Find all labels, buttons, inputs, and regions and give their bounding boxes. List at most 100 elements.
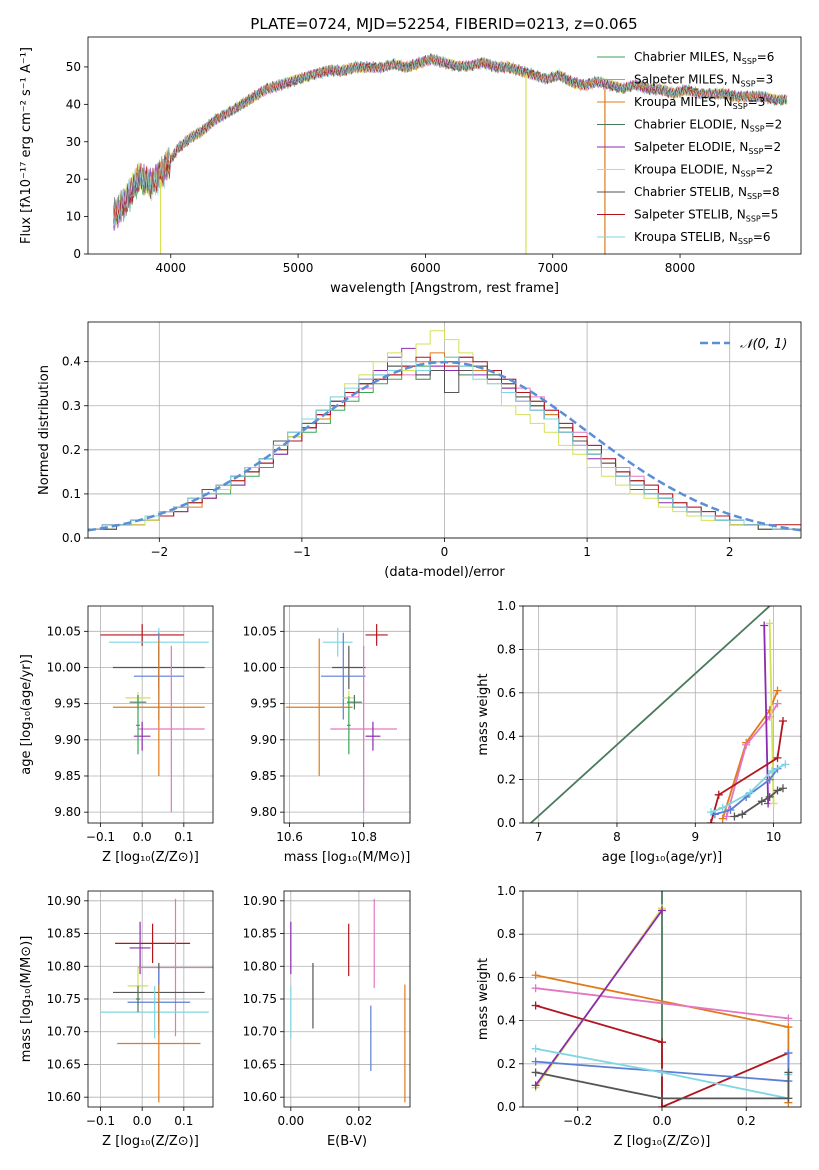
weight-marker: [757, 797, 766, 806]
y-tick-label: 10.05: [47, 624, 81, 638]
age-vs-mass-panel: 10.6 10.8 9.80 9.85 9.90 9.95 10.00 10.05 mass […: [243, 605, 411, 865]
weight-marker: [773, 753, 782, 762]
y-tick-label: 0.0: [497, 1100, 516, 1114]
y-tick-label: 10.75: [47, 992, 81, 1006]
x-axis-label: Z [log₁₀(Z/Z⊙)]: [614, 1134, 711, 1149]
weight-marker: [784, 1068, 793, 1077]
massweight-vs-age-panel: 7 8 9 10 0.0 0.2 0.4 0.6 0.8 1.0 age [log₁₀(age/yr…: [476, 599, 802, 865]
mass-vs-Z-panel: −0.1 0.0 0.1 10.60 10.65 10.70 10.75 10.80 10.85…: [19, 890, 214, 1149]
weight-marker: [746, 788, 755, 797]
weight-marker: [722, 812, 731, 821]
legend-label: Salpeter ELODIE, NSSP=2: [634, 140, 781, 156]
x-tick-label: 7: [535, 830, 543, 844]
y-axis-label: Flux [fλ10⁻¹⁷ erg cm⁻² s⁻¹ A⁻¹]: [19, 47, 34, 244]
y-axis-label: mass weight: [476, 673, 491, 755]
errorbar-point: [322, 627, 353, 657]
y-tick-label: 10: [66, 210, 81, 224]
y-axis-label: age [log₁₀(age/yr)]: [19, 654, 34, 775]
mass-vs-ebv-plot: [290, 898, 406, 1103]
x-tick-label: 0.1: [174, 830, 193, 844]
x-tick-label: 0.0: [652, 1114, 671, 1128]
weight-line-salpeter-miles: [535, 987, 789, 1020]
y-tick-label: 10.80: [243, 959, 277, 973]
weight-marker: [769, 799, 778, 808]
weight-marker: [706, 808, 715, 817]
x-axis-label: Z [log₁₀(Z/Z⊙)]: [102, 1134, 199, 1149]
axes-frame: [283, 605, 411, 824]
spectrum-plot: [113, 53, 788, 254]
figure-title: PLATE=0724, MJD=52254, FIBERID=0213, z=0…: [250, 15, 637, 33]
weight-marker: [773, 699, 782, 708]
axes-frame: [87, 605, 214, 824]
x-tick-label: 0.00: [277, 1114, 304, 1128]
legend-label: Salpeter MILES, NSSP=3: [634, 73, 773, 89]
axes-frame: [283, 890, 411, 1108]
y-tick-label: 0.6: [497, 686, 516, 700]
weight-line-kroupa-elodie: [768, 623, 775, 804]
weight-line-chabrier-elodie: [530, 606, 771, 823]
x-axis-label: E(B-V): [327, 1134, 367, 1149]
y-tick-label: 10.70: [47, 1025, 81, 1039]
y-tick-label: 9.95: [250, 697, 277, 711]
weight-marker: [773, 786, 782, 795]
errorbar-point: [117, 984, 201, 1103]
weight-line-salpeter-miles: [725, 703, 779, 817]
x-tick-label: −0.1: [86, 1114, 115, 1128]
x-tick-label: −0.1: [86, 830, 115, 844]
x-tick-label: −1: [293, 545, 311, 559]
weight-marker: [760, 621, 769, 630]
y-tick-label: 0.1: [62, 487, 81, 501]
residuals-plot: [88, 330, 801, 532]
x-tick-label: 5000: [283, 261, 314, 275]
mass-vs-Z-plot: [100, 898, 213, 1103]
axes-frame: [522, 890, 802, 1108]
weight-marker: [730, 812, 739, 821]
weight-marker: [658, 906, 666, 915]
errorbar-point: [135, 696, 141, 755]
y-tick-label: 0.2: [497, 773, 516, 787]
x-tick-label: 0.1: [174, 1114, 193, 1128]
x-tick-label: 4000: [155, 261, 186, 275]
y-tick-label: 9.80: [250, 805, 277, 819]
y-tick-label: 10.60: [47, 1090, 81, 1104]
spectrum-line-kroupa-stelib: [113, 54, 788, 226]
x-axis-label: mass [log₁₀(M/M⊙)]: [284, 850, 411, 865]
age-vs-Z-plot: [100, 624, 209, 813]
weight-line-salpeter-elodie: [534, 909, 663, 1086]
weight-marker: [784, 1049, 793, 1057]
y-tick-label: 9.95: [54, 697, 81, 711]
y-tick-label: 9.85: [250, 769, 277, 783]
y-tick-label: 0.6: [497, 970, 516, 984]
y-tick-label: 30: [66, 135, 81, 149]
y-tick-label: 10.05: [243, 624, 277, 638]
weight-marker: [531, 1081, 540, 1090]
y-tick-label: 0.3: [62, 399, 81, 413]
y-tick-label: 0.2: [62, 443, 81, 457]
errorbar-point: [138, 898, 213, 1037]
y-tick-label: 9.90: [250, 733, 277, 747]
x-axis-label: age [log₁₀(age/yr)]: [602, 850, 723, 865]
residuals-panel: −2 −1 0 1 2 0.0 0.1 0.2 0.3 0.4 (data-model)/error…: [37, 321, 802, 580]
y-tick-label: 0.0: [62, 531, 81, 545]
x-tick-label: 8: [613, 830, 621, 844]
weight-marker: [781, 760, 790, 769]
normal-curve: [88, 360, 801, 532]
weight-marker: [726, 805, 735, 814]
mass-vs-ebv-panel: 0.00 0.02 10.60 10.65 10.70 10.75 10.80 10.85 10…: [243, 890, 411, 1149]
histogram-kroupa-stelib: [88, 356, 801, 530]
errorbar-point: [332, 645, 366, 690]
x-tick-label: 6000: [410, 261, 441, 275]
axes-frame: [87, 321, 802, 539]
weight-marker: [531, 1068, 540, 1077]
spectrum-panel: 4000 5000 6000 7000 8000 0 10 20 30 40 50 wavelengt…: [19, 36, 802, 296]
weight-line-salpeter-elodie: [763, 625, 769, 804]
legend-label: 𝒩(0, 1): [740, 337, 787, 352]
y-tick-label: 0.4: [497, 729, 516, 743]
x-tick-label: −0.2: [563, 1114, 592, 1128]
y-tick-label: 20: [66, 172, 81, 186]
weight-marker: [658, 1038, 666, 1047]
y-axis-label: Normed distribution: [37, 365, 52, 495]
axes-frame: [87, 36, 802, 255]
y-tick-label: 10.60: [243, 1090, 277, 1104]
x-tick-label: 10.6: [276, 830, 303, 844]
